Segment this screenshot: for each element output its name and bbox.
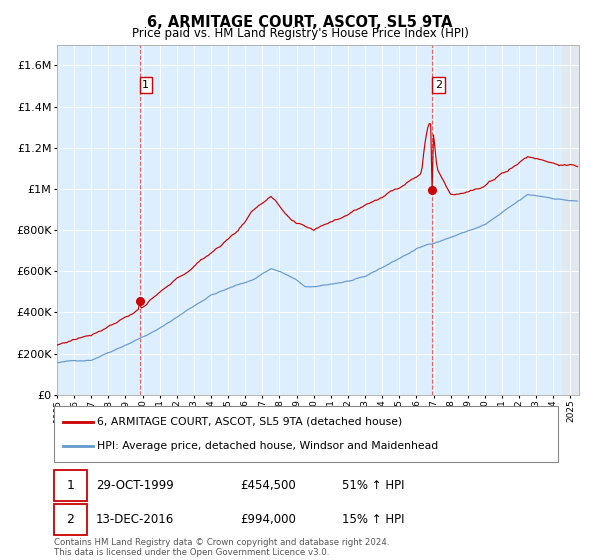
Text: 15% ↑ HPI: 15% ↑ HPI xyxy=(342,513,404,526)
Text: 6, ARMITAGE COURT, ASCOT, SL5 9TA (detached house): 6, ARMITAGE COURT, ASCOT, SL5 9TA (detac… xyxy=(97,417,403,427)
Text: 1: 1 xyxy=(67,479,74,492)
Text: 6, ARMITAGE COURT, ASCOT, SL5 9TA: 6, ARMITAGE COURT, ASCOT, SL5 9TA xyxy=(147,15,453,30)
Text: 2: 2 xyxy=(67,513,74,526)
Text: 29-OCT-1999: 29-OCT-1999 xyxy=(96,479,174,492)
Text: £994,000: £994,000 xyxy=(240,513,296,526)
Text: 2: 2 xyxy=(434,80,442,90)
Text: £454,500: £454,500 xyxy=(240,479,296,492)
Text: 51% ↑ HPI: 51% ↑ HPI xyxy=(342,479,404,492)
Polygon shape xyxy=(562,45,579,395)
Text: 1: 1 xyxy=(142,80,149,90)
Text: HPI: Average price, detached house, Windsor and Maidenhead: HPI: Average price, detached house, Wind… xyxy=(97,441,439,451)
Text: Contains HM Land Registry data © Crown copyright and database right 2024.
This d: Contains HM Land Registry data © Crown c… xyxy=(54,538,389,557)
Text: 13-DEC-2016: 13-DEC-2016 xyxy=(96,513,174,526)
Text: Price paid vs. HM Land Registry's House Price Index (HPI): Price paid vs. HM Land Registry's House … xyxy=(131,27,469,40)
